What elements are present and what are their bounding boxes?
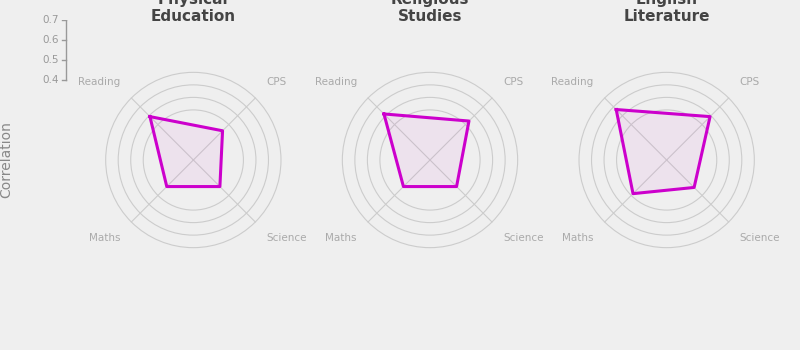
Text: Maths: Maths bbox=[562, 233, 594, 243]
Text: 0.5: 0.5 bbox=[42, 55, 58, 65]
Text: Physical
Education: Physical Education bbox=[150, 0, 236, 24]
Text: Correlation: Correlation bbox=[0, 121, 13, 198]
Text: Reading: Reading bbox=[551, 77, 594, 87]
Text: 0.6: 0.6 bbox=[42, 35, 58, 45]
Text: Religious
Studies: Religious Studies bbox=[390, 0, 470, 24]
Text: Reading: Reading bbox=[78, 77, 120, 87]
Polygon shape bbox=[616, 110, 710, 194]
Text: Science: Science bbox=[740, 233, 780, 243]
Text: Science: Science bbox=[503, 233, 544, 243]
Text: Maths: Maths bbox=[326, 233, 357, 243]
Text: Reading: Reading bbox=[314, 77, 357, 87]
Text: CPS: CPS bbox=[740, 77, 760, 87]
Text: 0.7: 0.7 bbox=[42, 15, 58, 25]
Text: Science: Science bbox=[266, 233, 307, 243]
Text: CPS: CPS bbox=[503, 77, 523, 87]
Polygon shape bbox=[150, 117, 222, 187]
Text: Maths: Maths bbox=[89, 233, 120, 243]
Polygon shape bbox=[384, 114, 469, 187]
Text: 0.4: 0.4 bbox=[42, 75, 58, 85]
Text: CPS: CPS bbox=[266, 77, 286, 87]
Text: English
Literature: English Literature bbox=[623, 0, 710, 24]
